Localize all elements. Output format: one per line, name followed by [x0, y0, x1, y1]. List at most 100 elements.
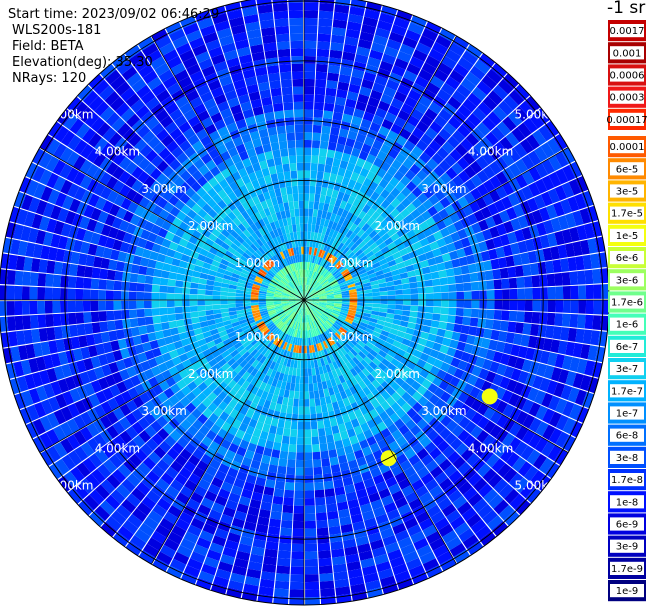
ppi-gate: [385, 203, 396, 214]
ppi-gate: [353, 226, 362, 235]
ppi-gate: [316, 286, 324, 292]
ppi-gate: [502, 244, 513, 257]
ppi-gate: [581, 190, 594, 208]
ppi-gate: [389, 264, 399, 272]
ppi-gate: [547, 300, 556, 313]
ppi-gate: [417, 407, 429, 419]
ppi-gate: [304, 124, 313, 133]
ppi-gate: [411, 413, 423, 425]
ppi-gate: [376, 338, 386, 346]
ppi-gate: [532, 236, 543, 250]
ppi-gate: [483, 488, 499, 504]
ppi-gate: [569, 161, 583, 179]
ppi-gate: [491, 126, 505, 141]
ppi-gate: [419, 221, 430, 231]
ppi-gate: [572, 373, 584, 389]
ppi-gate: [308, 305, 314, 313]
ppi-gate: [531, 275, 540, 288]
ppi-gate: [377, 100, 391, 112]
ppi-gate: [423, 400, 435, 412]
ppi-gate: [308, 270, 312, 278]
ppi-gate: [422, 325, 431, 334]
ppi-gate: [545, 260, 555, 274]
ppi-gate: [315, 248, 321, 257]
ppi-gate: [457, 429, 470, 443]
ppi-gate: [318, 18, 333, 27]
ppi-gate: [398, 267, 407, 274]
ppi-gate: [540, 191, 553, 207]
ppi-gate: [417, 192, 429, 204]
ppi-gate: [503, 467, 518, 483]
ppi-gate: [311, 263, 316, 271]
ppi-gate: [446, 509, 461, 524]
ppi-gate: [318, 249, 323, 258]
ppi-gate: [503, 73, 519, 89]
ppi-gate: [424, 441, 437, 454]
ppi-gate: [561, 313, 571, 327]
ppi-gate: [319, 325, 325, 333]
ppi-gate: [349, 6, 365, 17]
ppi-gate: [439, 344, 449, 355]
ppi-gate: [425, 478, 439, 492]
ppi-gate: [499, 136, 514, 152]
ppi-gate: [304, 292, 306, 300]
ppi-gate: [304, 246, 307, 255]
ppi-gate: [332, 286, 341, 291]
ppi-gate: [547, 188, 560, 204]
ppi-gate: [443, 372, 454, 384]
ppi-gate: [326, 298, 335, 300]
ppi-gate: [347, 283, 356, 288]
ppi-gate: [458, 183, 470, 196]
ppi-gate: [463, 434, 476, 448]
ppi-gate: [399, 371, 409, 382]
ppi-gate: [401, 283, 411, 290]
ppi-gate: [425, 55, 441, 69]
ppi-gate: [446, 180, 458, 192]
ppi-gate: [325, 290, 334, 294]
ppi-gate: [368, 321, 377, 328]
ppi-gate: [312, 280, 318, 288]
ppi-gate: [433, 68, 449, 83]
ppi-gate: [524, 212, 536, 227]
ppi-gate: [315, 309, 322, 316]
ppi-gate: [577, 314, 586, 329]
ppi-gate: [369, 276, 378, 282]
ppi-gate: [477, 463, 491, 478]
ppi-gate: [483, 179, 496, 193]
ppi-gate: [441, 82, 456, 96]
ppi-gate: [338, 234, 346, 243]
ppi-gate: [344, 353, 352, 362]
ppi-gate: [311, 224, 316, 233]
ppi-gate: [349, 300, 358, 303]
ppi-gate: [387, 148, 399, 159]
ppi-gate: [562, 286, 571, 299]
ppi-gate: [542, 408, 555, 424]
ppi-gate: [593, 284, 602, 299]
ppi-gate: [463, 308, 472, 317]
ppi-gate: [331, 310, 340, 316]
ppi-gate: [325, 289, 333, 293]
ppi-gate: [478, 219, 489, 231]
ppi-gate: [360, 243, 369, 252]
ppi-gate: [387, 362, 397, 372]
ppi-gate: [362, 204, 371, 214]
ppi-gate: [390, 123, 403, 135]
ppi-gate: [308, 305, 315, 312]
ppi-gate: [463, 192, 476, 205]
ppi-gate: [522, 323, 532, 335]
ppi-gate: [333, 288, 341, 292]
ppi-gate: [379, 371, 389, 381]
ppi-gate: [318, 295, 327, 298]
ppi-gate: [457, 391, 470, 404]
ppi-gate: [422, 346, 433, 356]
ppi-gate: [395, 294, 404, 300]
ppi-gate: [486, 68, 503, 84]
ppi-gate: [421, 454, 434, 467]
ppi-gate: [492, 269, 502, 280]
ppi-gate: [338, 357, 346, 366]
ppi-gate: [317, 290, 326, 295]
ppi-gate: [343, 43, 357, 54]
ppi-gate: [486, 309, 495, 320]
ppi-gate: [318, 276, 325, 283]
ppi-gate: [317, 266, 323, 274]
